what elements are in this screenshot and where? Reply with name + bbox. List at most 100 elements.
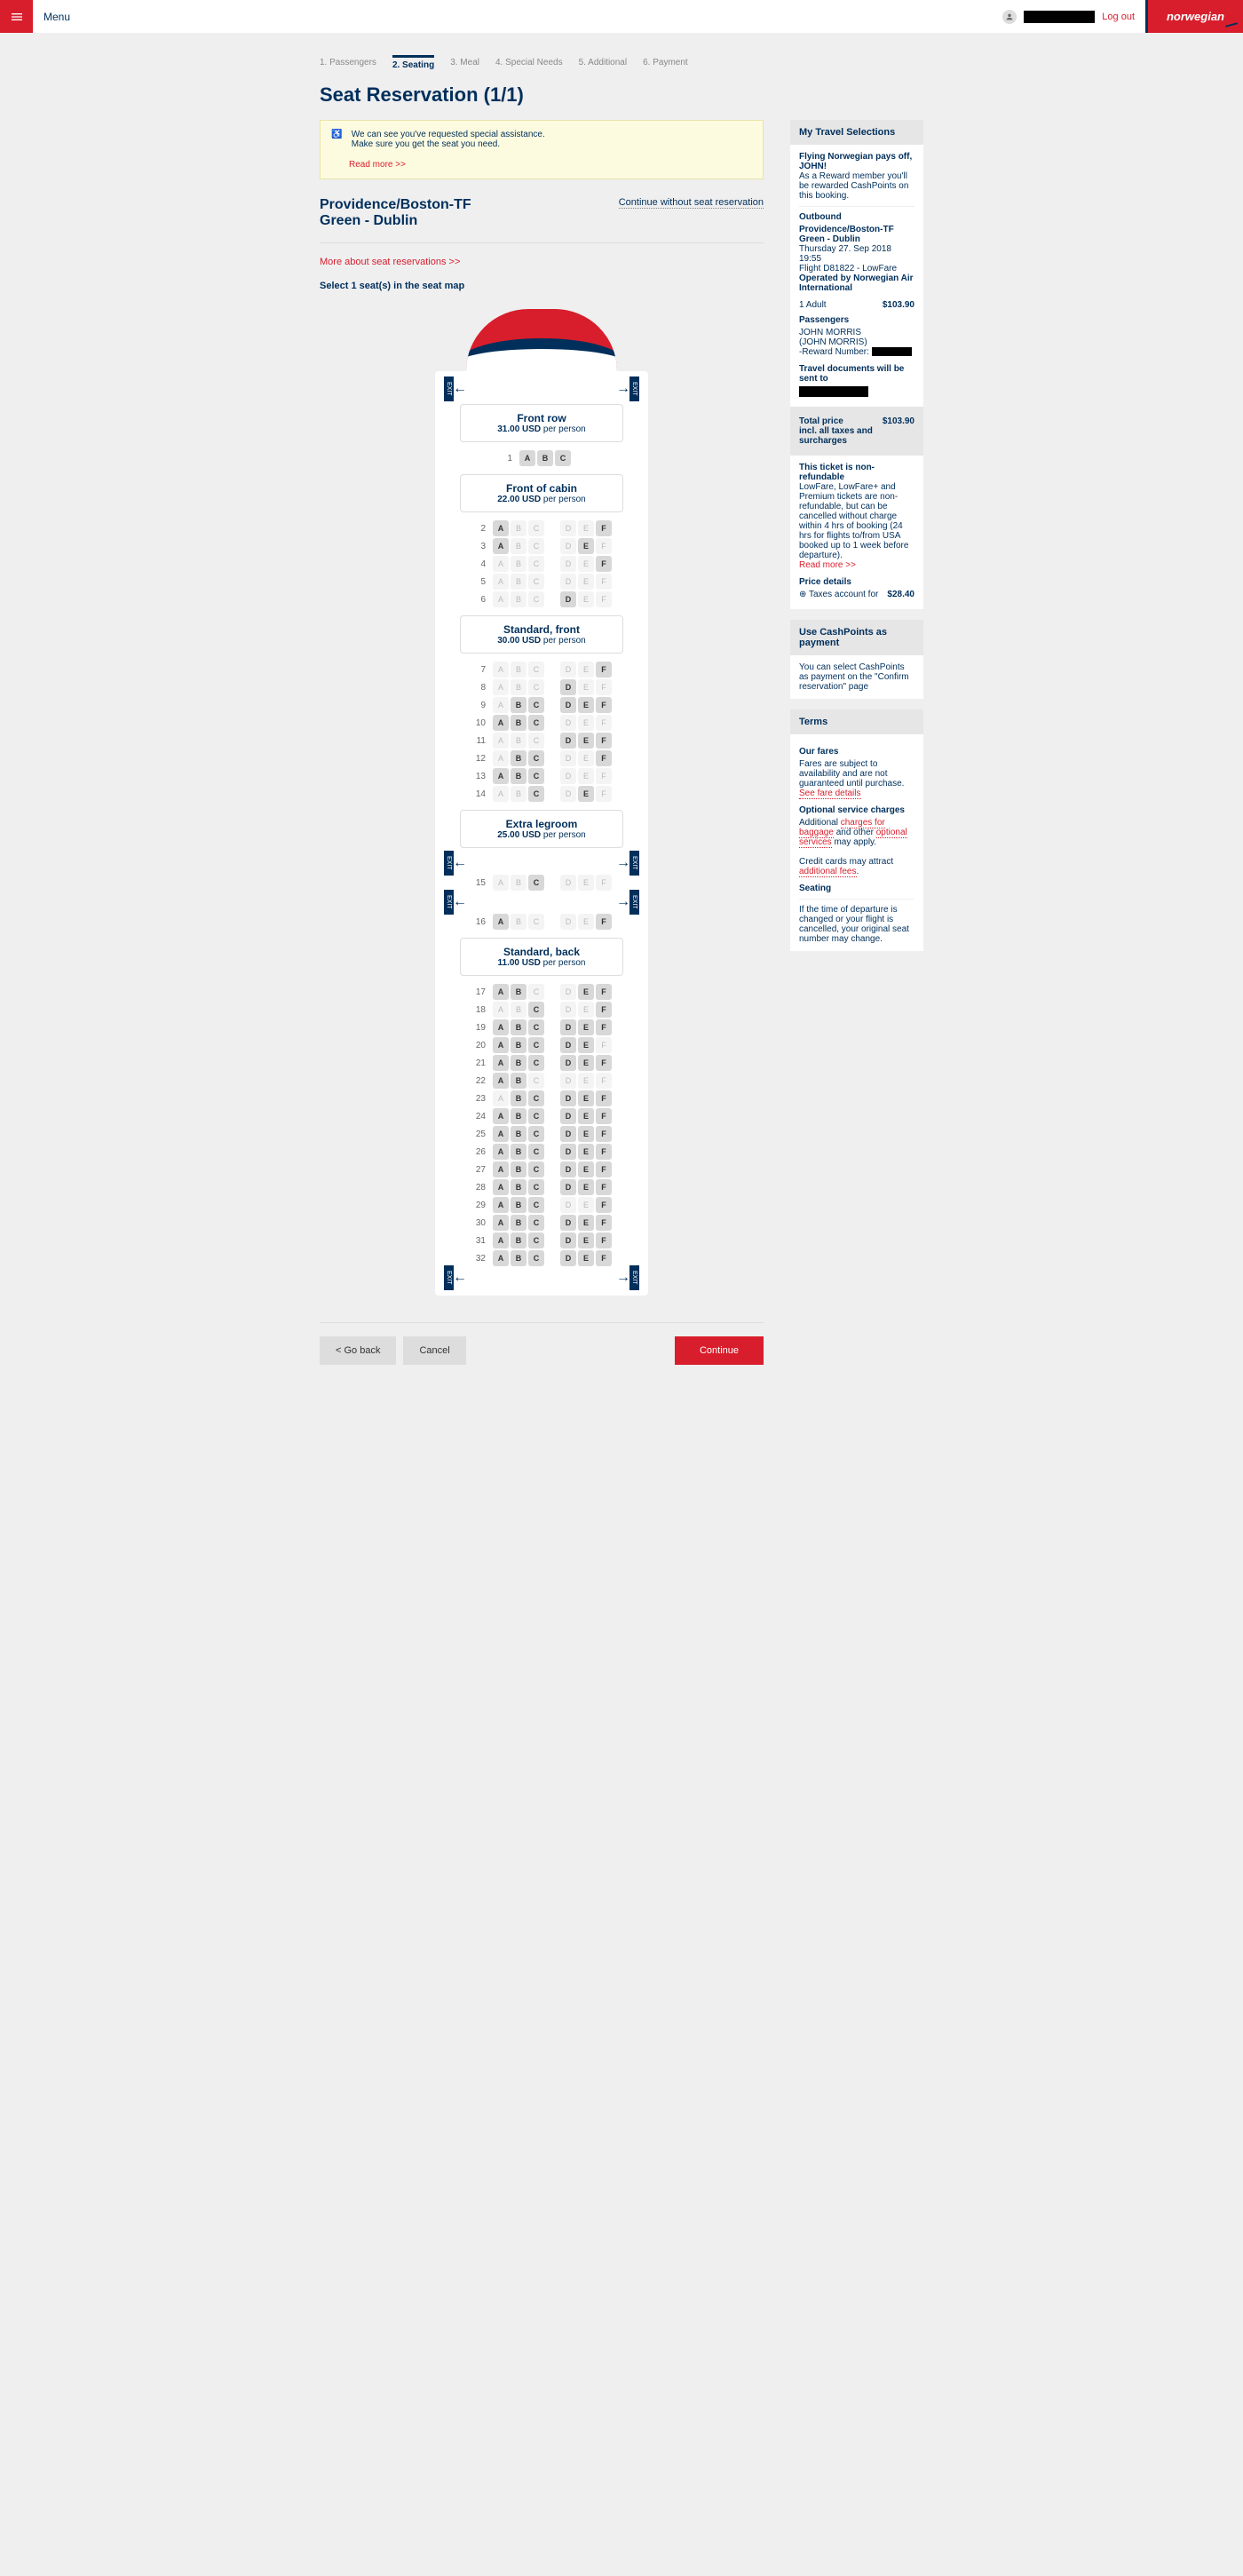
seat[interactable]: E (578, 1250, 594, 1266)
seat[interactable]: B (511, 1233, 526, 1248)
seat[interactable]: C (528, 1233, 544, 1248)
seat[interactable]: F (596, 1233, 612, 1248)
seat[interactable]: C (528, 1108, 544, 1124)
seat[interactable]: E (578, 1126, 594, 1142)
seat[interactable]: C (528, 697, 544, 713)
seat[interactable]: C (528, 1161, 544, 1177)
seat[interactable]: C (528, 1179, 544, 1195)
seat[interactable]: F (596, 1090, 612, 1106)
seat[interactable]: B (511, 768, 526, 784)
step[interactable]: 2. Seating (392, 55, 434, 70)
seat[interactable]: D (560, 679, 576, 695)
menu-icon[interactable] (0, 0, 33, 33)
brand-logo[interactable]: norwegian (1145, 0, 1243, 33)
seat[interactable]: B (511, 1019, 526, 1035)
seat[interactable]: A (519, 450, 535, 466)
seat[interactable]: E (578, 1055, 594, 1071)
seat[interactable]: E (578, 1019, 594, 1035)
menu-label[interactable]: Menu (33, 11, 81, 23)
seat[interactable]: E (578, 1215, 594, 1231)
seat[interactable]: F (596, 750, 612, 766)
seat[interactable]: F (596, 1197, 612, 1213)
seat[interactable]: A (493, 1233, 509, 1248)
seat[interactable]: D (560, 697, 576, 713)
seat[interactable]: D (560, 1090, 576, 1106)
seat[interactable]: D (560, 1144, 576, 1160)
seat[interactable]: B (511, 984, 526, 1000)
seat[interactable]: E (578, 733, 594, 749)
seat[interactable]: A (493, 1073, 509, 1089)
seat[interactable]: F (596, 733, 612, 749)
seat[interactable]: A (493, 768, 509, 784)
seat[interactable]: E (578, 697, 594, 713)
seat[interactable]: B (511, 1161, 526, 1177)
seat[interactable]: F (596, 697, 612, 713)
seat[interactable]: D (560, 1179, 576, 1195)
seat[interactable]: A (493, 1197, 509, 1213)
seat[interactable]: D (560, 591, 576, 607)
seat[interactable]: C (528, 750, 544, 766)
step[interactable]: 4. Special Needs (495, 58, 563, 70)
seat[interactable]: E (578, 984, 594, 1000)
seat[interactable]: A (493, 1019, 509, 1035)
seat[interactable]: B (511, 1179, 526, 1195)
logout-link[interactable]: Log out (1102, 12, 1135, 22)
seat[interactable]: A (493, 984, 509, 1000)
seat[interactable]: B (511, 715, 526, 731)
seat[interactable]: F (596, 1108, 612, 1124)
seat[interactable]: A (493, 1144, 509, 1160)
seat[interactable]: F (596, 662, 612, 678)
seat[interactable]: C (528, 1126, 544, 1142)
seat[interactable]: E (578, 1108, 594, 1124)
seat[interactable]: F (596, 1161, 612, 1177)
fare-details-link[interactable]: See fare details (799, 789, 861, 799)
seat[interactable]: F (596, 1250, 612, 1266)
seat[interactable]: C (528, 1215, 544, 1231)
seat[interactable]: C (528, 1037, 544, 1053)
seat[interactable]: F (596, 556, 612, 572)
seat[interactable]: A (493, 1126, 509, 1142)
step[interactable]: 6. Payment (643, 58, 688, 70)
more-reservations-link[interactable]: More about seat reservations >> (320, 257, 460, 267)
nonref-readmore[interactable]: Read more >> (799, 560, 856, 570)
seat[interactable]: F (596, 1179, 612, 1195)
seat[interactable]: A (493, 1250, 509, 1266)
seat[interactable]: F (596, 1144, 612, 1160)
continue-button[interactable]: Continue (675, 1336, 764, 1365)
step[interactable]: 1. Passengers (320, 58, 376, 70)
seat[interactable]: E (578, 1037, 594, 1053)
taxes-label[interactable]: ⊕ Taxes account for (799, 590, 878, 599)
seat[interactable]: B (511, 1144, 526, 1160)
seat[interactable]: E (578, 1144, 594, 1160)
seat[interactable]: A (493, 1108, 509, 1124)
seat[interactable]: B (511, 697, 526, 713)
back-button[interactable]: < Go back (320, 1336, 396, 1365)
seat[interactable]: B (511, 1215, 526, 1231)
seat[interactable]: C (528, 1002, 544, 1018)
step[interactable]: 3. Meal (450, 58, 479, 70)
notice-readmore[interactable]: Read more >> (349, 160, 406, 170)
seat[interactable]: E (578, 538, 594, 554)
seat[interactable]: B (511, 1090, 526, 1106)
seat[interactable]: A (493, 520, 509, 536)
seat[interactable]: C (528, 768, 544, 784)
seat[interactable]: A (493, 1055, 509, 1071)
seat[interactable]: A (493, 538, 509, 554)
seat[interactable]: B (511, 1126, 526, 1142)
seat[interactable]: F (596, 1002, 612, 1018)
seat[interactable]: A (493, 914, 509, 930)
fees-link[interactable]: additional fees (799, 867, 857, 877)
seat[interactable]: D (560, 1108, 576, 1124)
seat[interactable]: F (596, 1055, 612, 1071)
seat[interactable]: C (528, 875, 544, 891)
seat[interactable]: C (528, 1197, 544, 1213)
seat[interactable]: A (493, 1037, 509, 1053)
skip-seat-link[interactable]: Continue without seat reservation (619, 197, 764, 209)
seat[interactable]: C (528, 1250, 544, 1266)
seat[interactable]: C (528, 786, 544, 802)
seat[interactable]: F (596, 1019, 612, 1035)
seat[interactable]: A (493, 1179, 509, 1195)
seat[interactable]: C (555, 450, 571, 466)
seat[interactable]: D (560, 1019, 576, 1035)
seat[interactable]: D (560, 1215, 576, 1231)
